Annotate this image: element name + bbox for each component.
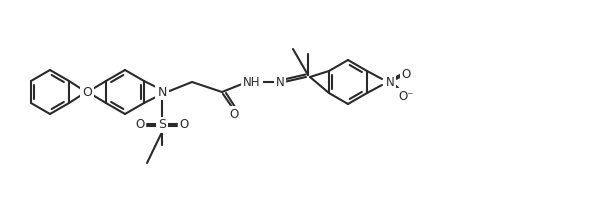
- Text: O: O: [401, 68, 411, 81]
- Text: N: N: [386, 75, 394, 88]
- Text: O: O: [179, 119, 189, 132]
- Text: S: S: [158, 119, 166, 132]
- Text: O: O: [82, 85, 92, 98]
- Text: N: N: [158, 85, 167, 98]
- Text: O: O: [135, 119, 144, 132]
- Text: NH: NH: [243, 75, 261, 88]
- Text: O⁻: O⁻: [398, 89, 414, 102]
- Text: O: O: [229, 108, 238, 121]
- Text: N: N: [276, 75, 285, 88]
